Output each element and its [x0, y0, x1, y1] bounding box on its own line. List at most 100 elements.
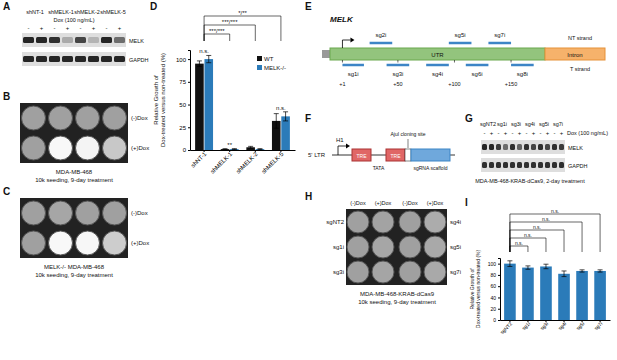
plate	[372, 261, 394, 283]
lane-label: sg5i	[539, 121, 549, 127]
row-label: sg5i	[450, 244, 461, 250]
plate	[22, 201, 46, 225]
bar	[246, 147, 255, 150]
bar	[204, 59, 213, 150]
sgrna-label: sg7i	[494, 32, 505, 38]
blot-band	[559, 162, 564, 168]
row-label: sgNT2	[326, 219, 344, 225]
sgrna-label: sg4i	[432, 71, 443, 77]
position-label: +50	[393, 81, 402, 87]
error-bar	[223, 148, 228, 150]
tick: 75	[179, 79, 190, 85]
y-axis-line	[188, 51, 191, 151]
axis-title: Relative Growth of	[153, 75, 159, 125]
plate	[76, 201, 100, 225]
significance: n.s.	[524, 232, 532, 238]
plate	[103, 231, 127, 255]
significance-bracket	[510, 238, 546, 252]
caption: MDA-MB-468	[56, 169, 93, 175]
row-label: (-)Dox	[131, 115, 148, 121]
caption: 10k seeding, 9-day treatment	[35, 272, 113, 278]
position-label: +1	[339, 81, 345, 87]
tre-box	[352, 149, 371, 161]
tick-label: 40	[490, 295, 496, 301]
tre-label: TRE	[391, 153, 402, 159]
blot-band	[524, 162, 529, 168]
tick: sg7i	[593, 320, 604, 331]
ltr-label: 5' LTR	[308, 152, 326, 158]
sgrna	[387, 64, 410, 67]
dox-sign: -	[54, 25, 56, 31]
sgrna	[511, 64, 534, 67]
blot-band	[114, 56, 125, 62]
plate	[103, 136, 127, 160]
sgrna	[466, 64, 489, 67]
row-label: (-)Dox	[131, 210, 148, 216]
promoter-arrowhead	[346, 144, 350, 149]
error-bar	[274, 114, 279, 129]
tick: 20	[490, 306, 500, 312]
utr-region	[330, 48, 545, 60]
plate	[424, 211, 446, 233]
region-label: Intron	[567, 52, 582, 58]
significance-bracket	[510, 246, 528, 252]
dox-sign: +	[490, 130, 494, 136]
blot-band	[23, 56, 34, 62]
dox-sign: +	[504, 130, 508, 136]
plot-area	[504, 261, 606, 320]
blot-band	[88, 56, 99, 62]
tick-label: 100	[176, 57, 187, 63]
y-axis-line	[498, 259, 501, 321]
significance: **	[227, 142, 232, 148]
blot-band	[531, 162, 536, 168]
tick-label: shNT-1	[190, 150, 208, 168]
lane-label: shMELK-5	[100, 9, 126, 15]
tick-mark	[188, 82, 190, 83]
blot-band	[36, 37, 47, 43]
row-label: sg3i	[333, 269, 344, 275]
blot-band	[62, 37, 73, 43]
row-label: (+)Dox	[131, 145, 149, 151]
tick-mark	[188, 127, 190, 128]
bar	[594, 271, 606, 320]
panel-letter: A	[3, 1, 10, 12]
blot-band	[62, 56, 73, 62]
axis-title: Dox-treated versus non-treated (%)	[475, 249, 481, 328]
position-tick	[397, 60, 398, 63]
tick: 0	[493, 317, 500, 323]
band-label: GAPDH	[129, 57, 149, 63]
column-label: (+)Dox	[427, 200, 444, 206]
legend-swatch	[257, 65, 262, 70]
bar	[522, 268, 534, 320]
caption: MDA-MB-468-KRAB-dCas9	[360, 291, 435, 297]
dox-sign: -	[512, 130, 514, 136]
row-label: sg4i	[450, 219, 461, 225]
plate	[76, 106, 100, 130]
sgrna-label: sg3i	[392, 71, 403, 77]
plate	[103, 201, 127, 225]
sgrna-label: sg8i	[517, 71, 528, 77]
sgrna-label: sg1i	[348, 71, 359, 77]
tick: 25	[179, 125, 190, 131]
plate	[22, 136, 46, 160]
dox-sign: +	[546, 130, 550, 136]
blot-band	[517, 144, 522, 150]
gene-name: MELK	[330, 15, 354, 24]
dox-sign: -	[498, 130, 500, 136]
caption: 10k seeding, 9-day treatment	[35, 177, 113, 183]
blot-band	[559, 144, 564, 150]
tick-mark	[498, 297, 500, 298]
dox-sign: -	[28, 25, 30, 31]
tick-mark	[188, 150, 190, 151]
plate	[76, 231, 100, 255]
significance: n.s.	[533, 224, 541, 230]
significance-bracket	[510, 230, 564, 252]
blot-band	[524, 144, 529, 150]
dox-sign: +	[532, 130, 536, 136]
tick: shMELK-1	[209, 150, 234, 175]
caption: MDA-MB-468-KRAB-dCas9, 2-day treatment	[475, 178, 585, 184]
blot-band	[552, 144, 557, 150]
tick-mark	[498, 309, 500, 310]
column-label: (-)Dox	[350, 200, 366, 206]
tre-label: TRE	[357, 153, 368, 159]
